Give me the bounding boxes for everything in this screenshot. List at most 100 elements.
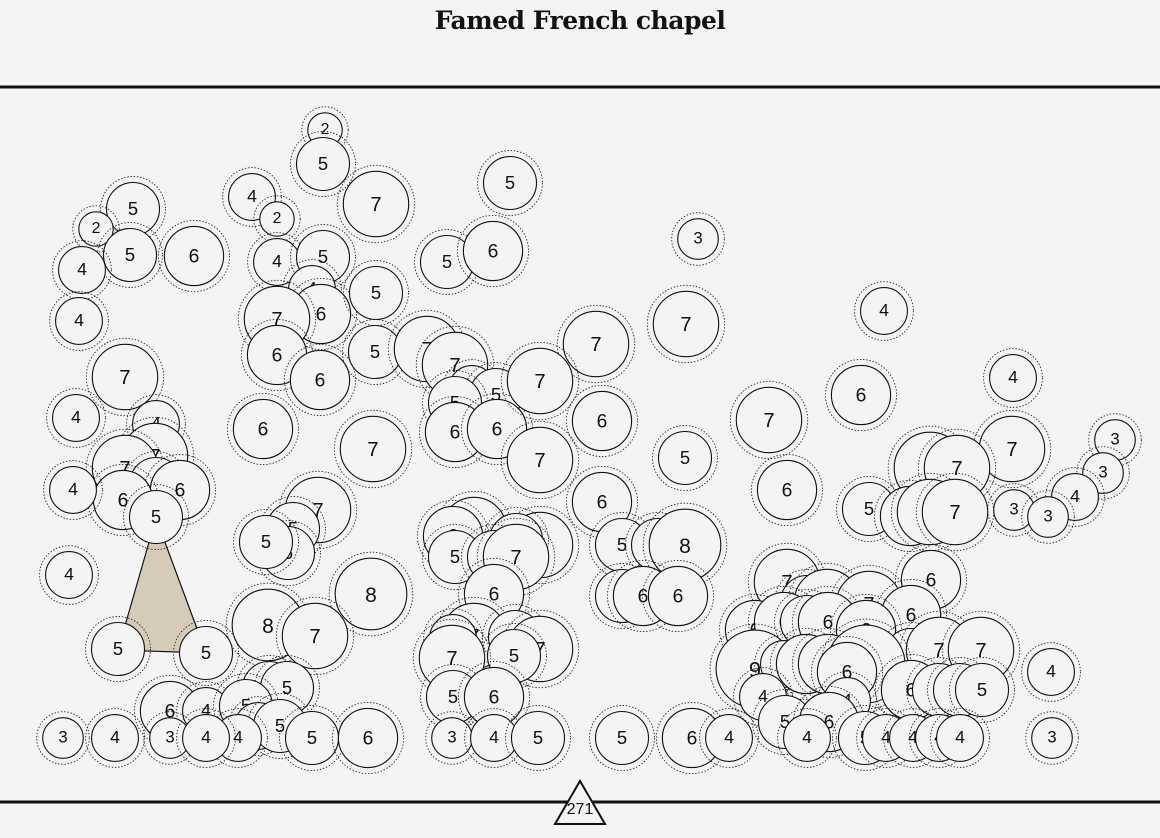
circle-number: 5 xyxy=(442,251,452,272)
dotted-ring xyxy=(36,711,90,765)
dotted-ring xyxy=(750,453,824,527)
circle-number: 8 xyxy=(679,535,691,558)
circle-outline xyxy=(989,354,1037,402)
numbered-circle: 7 xyxy=(336,164,416,244)
numbered-circle: 5 xyxy=(949,657,1015,723)
circle-number: 5 xyxy=(864,498,874,519)
circle-number: 7 xyxy=(680,314,691,336)
dotted-ring xyxy=(652,425,718,491)
circle-number: 7 xyxy=(933,640,944,662)
numbered-circle: 6 xyxy=(157,219,231,293)
dotted-ring xyxy=(565,465,639,539)
circle-number: 7 xyxy=(312,500,323,522)
numbered-circle: 5 xyxy=(652,425,718,491)
circle-outline xyxy=(342,170,410,238)
circle-number: 6 xyxy=(118,491,129,512)
dotted-ring xyxy=(1088,413,1142,467)
numbered-circle: 5 xyxy=(477,150,543,216)
circle-number: 6 xyxy=(258,420,269,441)
dotted-ring xyxy=(500,505,580,585)
dotted-ring xyxy=(233,509,299,575)
circle-number: 5 xyxy=(261,531,271,552)
circle-outline xyxy=(756,459,818,521)
numbered-circle: 7 xyxy=(646,284,726,364)
circle-number: 7 xyxy=(446,648,457,670)
circle-number: 6 xyxy=(842,663,853,684)
circle-number: 3 xyxy=(1009,499,1018,518)
circle-number: 4 xyxy=(802,727,812,747)
dotted-ring xyxy=(646,284,726,364)
circle-outline xyxy=(91,343,159,411)
numbered-circle: 4 xyxy=(983,348,1043,408)
circle-outline xyxy=(571,390,633,452)
numbered-circle: 6 xyxy=(226,392,300,466)
circle-number: 5 xyxy=(201,642,211,663)
circle-number: 7 xyxy=(510,547,521,569)
numbered-circle: 5 xyxy=(505,705,571,771)
dotted-ring xyxy=(283,343,357,417)
circle-number: 6 xyxy=(926,571,937,592)
circle-number: 6 xyxy=(597,493,608,514)
dotted-ring xyxy=(565,384,639,458)
circle-number: 4 xyxy=(881,727,891,747)
highlighted-triangle xyxy=(117,516,207,654)
dotted-ring xyxy=(949,657,1015,723)
circle-number: 3 xyxy=(1047,727,1056,746)
circle-outline xyxy=(506,347,574,415)
circle-number: 4 xyxy=(68,479,78,499)
circle-outline xyxy=(677,218,719,260)
dotted-ring xyxy=(290,131,356,197)
numbered-circle: 6 xyxy=(283,343,357,417)
dotted-ring xyxy=(456,214,530,288)
numbered-circle: 4 xyxy=(39,545,99,605)
circle-outline xyxy=(462,220,524,282)
numbered-circle: 7 xyxy=(915,472,995,552)
numbered-circle: 3 xyxy=(1025,711,1079,765)
circle-number: 6 xyxy=(315,371,326,392)
circle-outline xyxy=(128,489,184,545)
dotted-ring xyxy=(237,279,317,359)
numbered-circle: 7 xyxy=(333,409,413,489)
numbered-circle: 6 xyxy=(641,559,715,633)
dotted-ring xyxy=(284,277,358,351)
dotted-ring xyxy=(1076,446,1130,500)
circle-number: 5 xyxy=(370,341,380,362)
circle-number: 6 xyxy=(316,305,327,326)
dotted-ring xyxy=(85,616,151,682)
page-number: 271 xyxy=(567,801,594,818)
dotted-ring xyxy=(123,484,189,550)
dotted-ring xyxy=(331,701,405,775)
dotted-ring xyxy=(699,708,759,768)
numbered-circle: 4 xyxy=(930,708,990,768)
circle-number: 2 xyxy=(273,210,282,227)
circle-outline xyxy=(42,717,84,759)
circle-number: 5 xyxy=(533,727,543,748)
dotted-ring xyxy=(874,578,948,652)
numbered-circle: 3 xyxy=(671,212,725,266)
dotted-ring xyxy=(275,596,355,676)
circle-number: 6 xyxy=(597,412,608,433)
circle-number: 7 xyxy=(119,458,130,480)
dotted-ring xyxy=(1021,490,1075,544)
dotted-ring xyxy=(157,219,231,293)
circle-outline xyxy=(1031,717,1073,759)
circle-number: 5 xyxy=(977,679,987,700)
circle-number: 4 xyxy=(110,727,120,747)
circle-outline xyxy=(45,551,93,599)
circle-number: 6 xyxy=(492,420,503,441)
dotted-ring xyxy=(972,409,1052,489)
circle-number: 7 xyxy=(309,626,320,648)
numbered-circle: 6 xyxy=(655,701,729,775)
circle-outline xyxy=(705,714,753,762)
circle-number: 6 xyxy=(272,346,283,367)
circle-number: 4 xyxy=(758,686,768,706)
dotted-ring xyxy=(500,609,580,689)
circle-number: 4 xyxy=(1008,367,1018,387)
circle-number: 5 xyxy=(151,506,161,527)
circle-number: 7 xyxy=(534,371,545,393)
circle-outline xyxy=(281,602,349,670)
circle-number: 6 xyxy=(450,423,461,444)
dotted-ring xyxy=(500,341,580,421)
circle-outline xyxy=(1027,648,1075,696)
circle-number: 3 xyxy=(693,228,702,247)
